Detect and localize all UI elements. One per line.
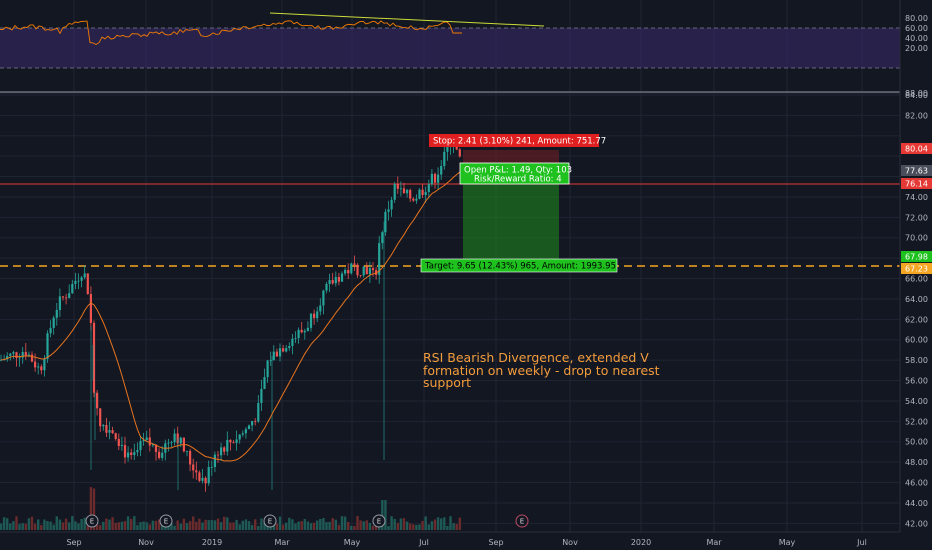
time-tick-label: Nov: [562, 538, 578, 547]
stop-label-text: Stop: 2.41 (3.10%) 241, Amount: 751.77: [433, 137, 606, 147]
price-tick-label: 50.00: [905, 438, 928, 447]
stop-price-badge: 80.04: [901, 143, 932, 154]
time-tick-label: 2020: [631, 538, 651, 547]
last-price-badge: 77.63: [901, 165, 932, 176]
price-tick-label: 56.00: [905, 377, 928, 386]
price-badges: 80.04 77.63 76.14 67.98 67.23: [901, 143, 932, 274]
svg-text:67.98: 67.98: [905, 253, 928, 262]
price-tick-label: 82.00: [905, 111, 928, 120]
candlesticks: [0, 136, 461, 492]
time-axis-labels: Sep Nov 2019 Mar May Jul Sep Nov 2020 Mar May Jul: [66, 538, 866, 547]
volume-bars: [0, 487, 461, 530]
moving-average-line: [0, 171, 461, 462]
price-tick-label: 72.00: [905, 213, 928, 222]
earnings-marker-label: E: [268, 518, 272, 526]
target-price-badge: 67.98: [901, 251, 932, 262]
target-label-text: Target: 9.65 (12.43%) 965, Amount: 1993.…: [424, 262, 616, 272]
earnings-marker-label: E: [520, 518, 524, 526]
price-tick-label: 74.00: [905, 193, 928, 202]
rsi-tick-label: 40.00: [905, 34, 928, 43]
earnings-marker-label: E: [164, 518, 168, 526]
time-tick-label: Jul: [418, 538, 429, 547]
price-tick-label: 44.00: [905, 499, 928, 508]
rsi-tick-label: 20.00: [905, 44, 928, 53]
time-tick-label: May: [344, 538, 361, 547]
price-tick-label: 64.00: [905, 295, 928, 304]
earnings-marker-label: E: [377, 518, 381, 526]
time-tick-label: May: [779, 538, 796, 547]
target-zone[interactable]: [463, 184, 559, 266]
price-tick-label: 58.00: [905, 356, 928, 365]
time-tick-label: Jul: [856, 538, 867, 547]
svg-text:80.04: 80.04: [905, 145, 928, 154]
entry-price-badge: 76.14: [901, 178, 932, 189]
price-tick-label: 66.00: [905, 275, 928, 284]
analysis-annotation[interactable]: RSI Bearish Divergence, extended V forma…: [423, 350, 660, 390]
pnl-label[interactable]: Open P&L: 1.49, Qty: 103 Risk/Reward Rat…: [459, 162, 572, 185]
price-tick-label: 84.00: [905, 91, 928, 100]
earnings-icon[interactable]: [85, 514, 99, 528]
price-tick-label: 54.00: [905, 397, 928, 406]
rr-label-text: Risk/Reward Ratio: 4: [474, 175, 562, 185]
target-label[interactable]: Target: 9.65 (12.43%) 965, Amount: 1993.…: [420, 258, 618, 273]
svg-text:77.63: 77.63: [905, 167, 928, 176]
rsi-divergence-trendline[interactable]: [269, 12, 545, 27]
time-tick-label: Mar: [706, 538, 722, 547]
stop-label[interactable]: Stop: 2.41 (3.10%) 241, Amount: 751.77: [429, 134, 606, 147]
time-axis[interactable]: [0, 532, 932, 550]
time-tick-label: Mar: [274, 538, 290, 547]
earnings-icon[interactable]: [515, 514, 529, 528]
rsi-band: [0, 28, 900, 68]
price-tick-label: 62.00: [905, 315, 928, 324]
price-tick-label: 42.00: [905, 519, 928, 528]
svg-text:76.14: 76.14: [905, 180, 928, 189]
earnings-icon[interactable]: [372, 514, 386, 528]
price-tick-label: 70.00: [905, 234, 928, 243]
chart-grid: [0, 0, 900, 545]
price-tick-label: 60.00: [905, 336, 928, 345]
time-tick-label: Nov: [138, 538, 154, 547]
rsi-pane[interactable]: [0, 12, 900, 69]
earnings-icon[interactable]: [263, 514, 277, 528]
earnings-marker-label: E: [90, 518, 94, 526]
rsi-tick-label: 60.00: [905, 24, 928, 33]
price-tick-label: 52.00: [905, 417, 928, 426]
price-tick-label: 88.00: [905, 89, 928, 98]
pnl-label-text: Open P&L: 1.49, Qty: 103: [464, 166, 572, 176]
price-tick-label: 48.00: [905, 458, 928, 467]
price-axis[interactable]: [900, 0, 932, 550]
svg-text:67.23: 67.23: [905, 265, 928, 274]
support-price-badge: 67.23: [901, 263, 932, 274]
rsi-tick-label: 80.00: [905, 14, 928, 23]
price-tick-label: 46.00: [905, 479, 928, 488]
earnings-icon[interactable]: [159, 514, 173, 528]
rsi-line: [0, 20, 462, 46]
time-tick-label: Sep: [66, 538, 81, 547]
time-tick-label: 2019: [202, 538, 222, 547]
time-tick-label: Sep: [488, 538, 503, 547]
